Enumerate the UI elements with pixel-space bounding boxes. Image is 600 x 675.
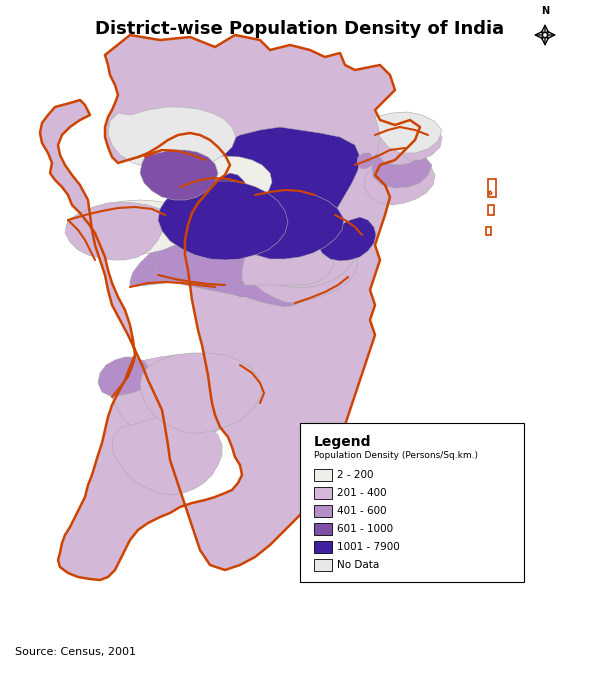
Polygon shape [66, 200, 188, 255]
Polygon shape [245, 231, 358, 303]
Text: 1001 - 7900: 1001 - 7900 [337, 542, 400, 552]
Text: 401 - 600: 401 - 600 [337, 506, 386, 516]
FancyBboxPatch shape [300, 423, 524, 582]
Text: Population Density (Persons/Sq.km.): Population Density (Persons/Sq.km.) [314, 451, 478, 460]
Polygon shape [108, 107, 236, 170]
Polygon shape [364, 157, 435, 205]
Polygon shape [40, 35, 420, 580]
Polygon shape [400, 127, 442, 160]
Polygon shape [65, 202, 165, 260]
Text: Source: Census, 2001: Source: Census, 2001 [15, 647, 136, 657]
Polygon shape [357, 153, 374, 169]
Polygon shape [112, 413, 222, 495]
Bar [314, 487, 332, 499]
Polygon shape [98, 357, 152, 397]
Text: 601 - 1000: 601 - 1000 [337, 524, 393, 534]
Polygon shape [318, 217, 376, 261]
Polygon shape [212, 127, 360, 297]
Text: District-wise Population Density of India: District-wise Population Density of Indi… [95, 20, 505, 38]
Polygon shape [155, 223, 330, 303]
Polygon shape [140, 150, 218, 200]
Polygon shape [375, 112, 442, 153]
Polygon shape [163, 156, 272, 207]
Text: 2 - 200: 2 - 200 [337, 470, 373, 480]
Polygon shape [230, 190, 344, 259]
Polygon shape [242, 227, 334, 285]
Bar [314, 559, 332, 571]
Bar [314, 541, 332, 553]
Bar [314, 523, 332, 535]
Text: 201 - 400: 201 - 400 [337, 488, 386, 498]
Bar [314, 505, 332, 517]
Polygon shape [110, 355, 250, 441]
Polygon shape [158, 181, 288, 260]
Polygon shape [140, 353, 262, 433]
Polygon shape [252, 227, 355, 288]
Bar [314, 469, 332, 481]
Text: N: N [541, 6, 549, 16]
Polygon shape [372, 148, 432, 188]
Polygon shape [214, 173, 248, 207]
Text: No Data: No Data [337, 560, 379, 570]
Polygon shape [130, 225, 328, 301]
Text: Legend: Legend [314, 435, 371, 449]
Polygon shape [378, 135, 422, 165]
Polygon shape [155, 225, 335, 307]
